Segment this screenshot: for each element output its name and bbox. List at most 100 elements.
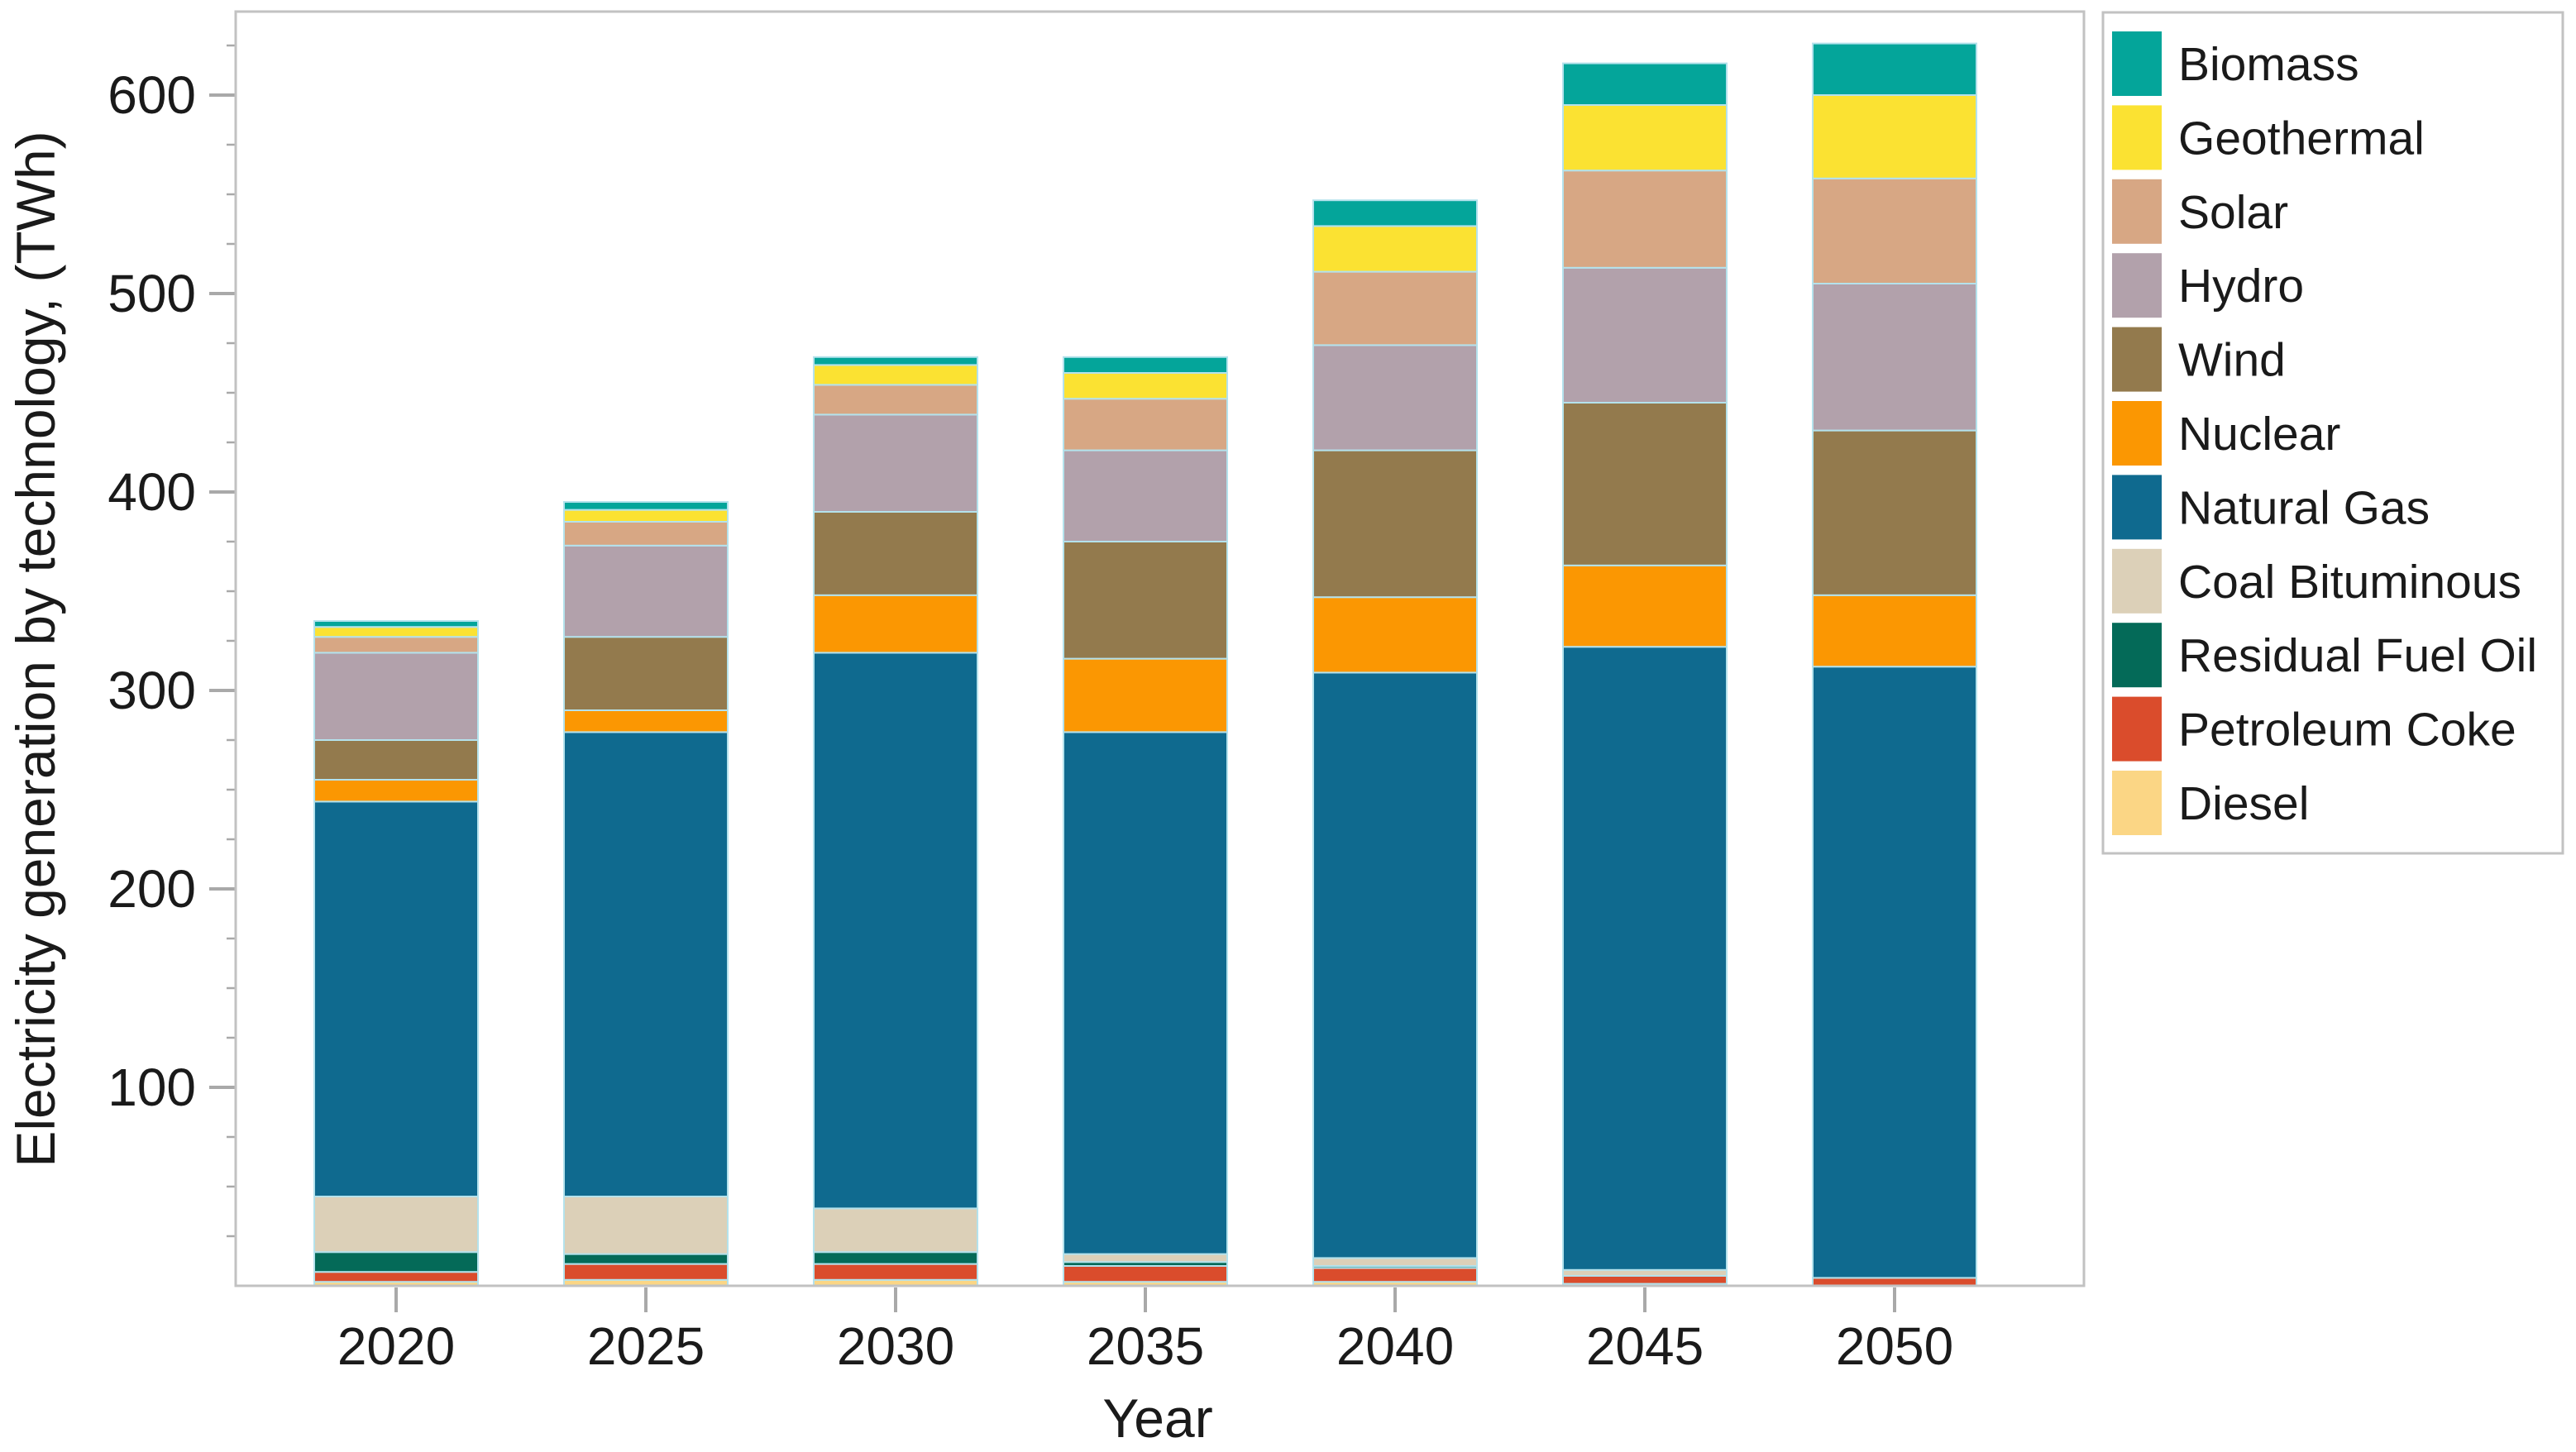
legend-item-coal-bituminous: Coal Bituminous <box>2112 548 2521 614</box>
bar-segment-2045-solar <box>1562 170 1728 269</box>
bar-segment-2025-residual-fuel-oil <box>563 1253 729 1265</box>
bar-segment-2030-biomass <box>813 356 978 366</box>
bar-segment-2025-hydro <box>563 544 729 638</box>
bar-segment-2020-hydro <box>313 652 479 742</box>
bar-segment-2035-coal-bituminous <box>1063 1253 1228 1263</box>
bar-2020 <box>313 620 479 1287</box>
legend-item-residual-fuel-oil: Residual Fuel Oil <box>2112 623 2537 688</box>
legend-label-biomass: Biomass <box>2178 38 2359 91</box>
bar-segment-2045-wind <box>1562 402 1728 566</box>
bar-segment-2025-biomass <box>563 501 729 511</box>
bar-segment-2020-natural-gas <box>313 800 479 1198</box>
bar-segment-2020-nuclear <box>313 779 479 803</box>
bar-segment-2030-wind <box>813 511 978 596</box>
bar-segment-2020-geothermal <box>313 626 479 638</box>
bar-2035 <box>1063 356 1228 1287</box>
legend-swatch-natural-gas <box>2112 475 2162 540</box>
bar-2045 <box>1562 62 1728 1287</box>
legend-item-natural-gas: Natural Gas <box>2112 475 2430 540</box>
legend-item-wind: Wind <box>2112 327 2286 392</box>
bar-segment-2030-coal-bituminous <box>813 1207 978 1254</box>
legend-item-petroleum-coke: Petroleum Coke <box>2112 696 2516 762</box>
bar-segment-2045-coal-bituminous <box>1562 1268 1728 1278</box>
legend-swatch-hydro <box>2112 253 2162 318</box>
bar-segment-2045-hydro <box>1562 266 1728 404</box>
bar-segment-2040-hydro <box>1312 344 1478 451</box>
bar-segment-2025-petroleum-coke <box>563 1263 729 1281</box>
bar-segment-2050-solar <box>1812 177 1977 284</box>
bar-segment-2035-petroleum-coke <box>1063 1265 1228 1283</box>
legend-item-solar: Solar <box>2112 179 2288 244</box>
legend-label-nuclear: Nuclear <box>2178 408 2340 461</box>
y-tick-label: 400 <box>108 462 196 522</box>
y-axis-title: Electricity generation by technology, (T… <box>5 131 66 1167</box>
bar-segment-2040-solar <box>1312 270 1478 346</box>
legend-item-biomass: Biomass <box>2112 31 2359 96</box>
bar-segment-2035-geothermal <box>1063 372 1228 400</box>
x-tick-label: 2035 <box>1087 1316 1204 1376</box>
bar-segment-2020-coal-bituminous <box>313 1196 479 1254</box>
legend-item-hydro: Hydro <box>2112 253 2304 318</box>
legend-label-hydro: Hydro <box>2178 260 2304 313</box>
x-tick-label: 2045 <box>1586 1316 1704 1376</box>
bar-segment-2035-wind <box>1063 541 1228 660</box>
bar-segment-2025-wind <box>563 636 729 712</box>
legend-swatch-nuclear <box>2112 401 2162 466</box>
bar-segment-2050-geothermal <box>1812 94 1977 179</box>
legend-label-diesel: Diesel <box>2178 777 2309 830</box>
bar-segment-2020-petroleum-coke <box>313 1271 479 1283</box>
bar-segment-2050-wind <box>1812 429 1977 596</box>
bar-segment-2050-natural-gas <box>1812 666 1977 1279</box>
bar-segment-2040-natural-gas <box>1312 671 1478 1259</box>
x-tick-label: 2020 <box>337 1316 455 1376</box>
bar-segment-2030-residual-fuel-oil <box>813 1251 978 1265</box>
bar-segment-2035-solar <box>1063 398 1228 451</box>
legend-item-diesel: Diesel <box>2112 771 2309 835</box>
legend-label-natural-gas: Natural Gas <box>2178 481 2430 534</box>
bar-segment-2035-hydro <box>1063 449 1228 542</box>
bar-segment-2020-solar <box>313 636 479 654</box>
y-tick-label: 500 <box>108 264 196 323</box>
legend-swatch-petroleum-coke <box>2112 696 2162 762</box>
bar-segment-2050-hydro <box>1812 283 1977 432</box>
y-tick-label: 300 <box>108 661 196 720</box>
x-tick-label: 2025 <box>587 1316 705 1376</box>
legend: Biomass Geothermal Solar Hydro Wind Nuclear Na… <box>2101 11 2564 855</box>
x-axis-title: Year <box>1102 1388 1212 1449</box>
legend-swatch-geothermal <box>2112 105 2162 170</box>
plot-border <box>234 10 2086 1287</box>
bar-segment-2020-residual-fuel-oil <box>313 1251 479 1273</box>
bar-segment-2025-coal-bituminous <box>563 1196 729 1255</box>
bar-segment-2025-geothermal <box>563 509 729 523</box>
bar-segment-2020-wind <box>313 739 479 781</box>
bar-segment-2040-wind <box>1312 449 1478 599</box>
bar-segment-2045-nuclear <box>1562 564 1728 648</box>
bar-segment-2025-natural-gas <box>563 731 729 1197</box>
legend-swatch-coal-bituminous <box>2112 548 2162 614</box>
bar-segment-2040-coal-bituminous <box>1312 1257 1478 1268</box>
legend-item-nuclear: Nuclear <box>2112 401 2340 466</box>
legend-item-geothermal: Geothermal <box>2112 105 2425 170</box>
y-tick-label: 200 <box>108 859 196 919</box>
legend-label-geothermal: Geothermal <box>2178 112 2425 165</box>
bar-segment-2040-nuclear <box>1312 596 1478 674</box>
x-tick-label: 2030 <box>837 1316 954 1376</box>
legend-swatch-solar <box>2112 179 2162 244</box>
bar-segment-2030-natural-gas <box>813 652 978 1210</box>
bar-segment-2025-nuclear <box>563 709 729 733</box>
x-tick-label: 2040 <box>1336 1316 1454 1376</box>
bar-segment-2045-natural-gas <box>1562 646 1728 1271</box>
legend-label-coal-bituminous: Coal Bituminous <box>2178 556 2521 609</box>
y-tick-label: 600 <box>108 65 196 125</box>
bar-2030 <box>813 356 978 1287</box>
bar-segment-2045-biomass <box>1562 62 1728 106</box>
bar-segment-2025-solar <box>563 521 729 547</box>
bar-segment-2030-hydro <box>813 413 978 513</box>
legend-label-solar: Solar <box>2178 186 2288 239</box>
bar-2050 <box>1812 42 1977 1287</box>
bar-segment-2035-natural-gas <box>1063 731 1228 1255</box>
bar-segment-2030-solar <box>813 384 978 416</box>
legend-label-residual-fuel-oil: Residual Fuel Oil <box>2178 629 2537 682</box>
